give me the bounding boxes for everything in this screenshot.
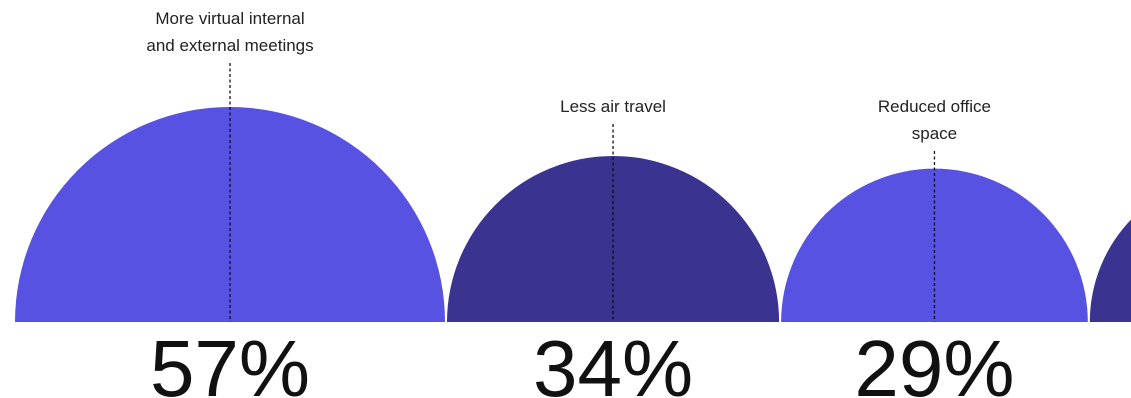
- category-label: Reduced office: [878, 97, 991, 116]
- category-label: and external meetings: [146, 36, 313, 55]
- semicircle-mark: [447, 155, 780, 322]
- semicircle-mark: [1089, 219, 1131, 322]
- category-label: Less air travel: [560, 97, 666, 116]
- value-label: 34%: [533, 324, 693, 398]
- category-group-1: More virtual internal and external meetin…: [15, 9, 445, 398]
- value-label: 29%: [854, 324, 1014, 398]
- category-group-3: Reduced office space 29%: [781, 97, 1088, 398]
- category-group-4: Will operate out ofmultiple locations27%: [1089, 219, 1131, 322]
- category-label: space: [912, 124, 957, 143]
- category-label: More virtual internal: [155, 9, 304, 28]
- category-group-2: Less air travel 34%: [447, 97, 780, 398]
- value-label: 57%: [150, 324, 310, 398]
